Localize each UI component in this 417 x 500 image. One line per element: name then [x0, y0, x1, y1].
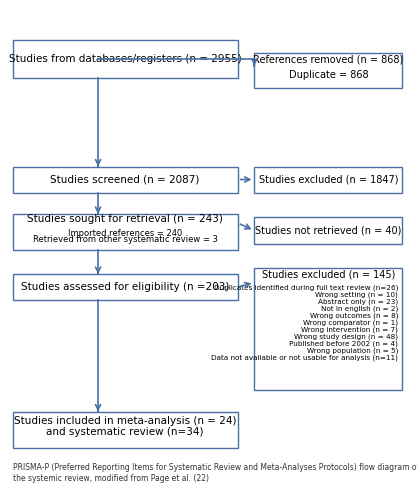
Text: Duplicates identified during full text review (n=26): Duplicates identified during full text r…: [214, 284, 398, 291]
Text: Studies sought for retrieval (n = 243): Studies sought for retrieval (n = 243): [27, 214, 223, 224]
FancyBboxPatch shape: [254, 268, 402, 390]
Text: Data not available or not usable for analysis (n=11): Data not available or not usable for ana…: [211, 354, 398, 361]
Text: Duplicate = 868: Duplicate = 868: [289, 70, 368, 80]
Text: Wrong setting (n = 10): Wrong setting (n = 10): [316, 292, 398, 298]
FancyBboxPatch shape: [13, 40, 238, 78]
FancyBboxPatch shape: [13, 166, 238, 192]
Text: Studies excluded (n = 1847): Studies excluded (n = 1847): [259, 174, 398, 184]
Text: Wrong study design (n = 48): Wrong study design (n = 48): [294, 334, 398, 340]
FancyBboxPatch shape: [13, 412, 238, 448]
FancyBboxPatch shape: [254, 166, 402, 192]
Text: Retrieved from other systematic review = 3: Retrieved from other systematic review =…: [33, 236, 218, 244]
Text: Wrong outcomes (n = 8): Wrong outcomes (n = 8): [310, 312, 398, 319]
FancyBboxPatch shape: [13, 274, 238, 300]
Text: Studies not retrieved (n = 40): Studies not retrieved (n = 40): [255, 226, 402, 235]
Text: Studies excluded (n = 145): Studies excluded (n = 145): [262, 270, 395, 280]
Text: and systematic review (n=34): and systematic review (n=34): [46, 427, 204, 437]
Text: Studies screened (n = 2087): Studies screened (n = 2087): [50, 174, 200, 184]
Text: Wrong comparator (n = 1): Wrong comparator (n = 1): [303, 320, 398, 326]
Text: Studies assessed for eligibility (n =203): Studies assessed for eligibility (n =203…: [21, 282, 229, 292]
Text: Wrong population (n = 5): Wrong population (n = 5): [307, 348, 398, 354]
Text: Imported references = 240: Imported references = 240: [68, 228, 182, 237]
FancyBboxPatch shape: [254, 218, 402, 244]
Text: References removed (n = 868): References removed (n = 868): [253, 54, 404, 64]
Text: PRISMA-P (Preferred Reporting Items for Systematic Review and Meta-Analyses Prot: PRISMA-P (Preferred Reporting Items for …: [13, 462, 417, 483]
Text: Wrong intervention (n = 7): Wrong intervention (n = 7): [301, 326, 398, 333]
Text: Studies included in meta-analysis (n = 24): Studies included in meta-analysis (n = 2…: [14, 416, 236, 426]
FancyBboxPatch shape: [254, 52, 402, 88]
Text: Not in english (n = 2): Not in english (n = 2): [321, 306, 398, 312]
Text: Studies from databases/registers (n = 2955): Studies from databases/registers (n = 29…: [9, 54, 241, 64]
Text: Published before 2002 (n = 4): Published before 2002 (n = 4): [289, 340, 398, 347]
FancyBboxPatch shape: [13, 214, 238, 250]
Text: Abstract only (n = 23): Abstract only (n = 23): [318, 298, 398, 305]
